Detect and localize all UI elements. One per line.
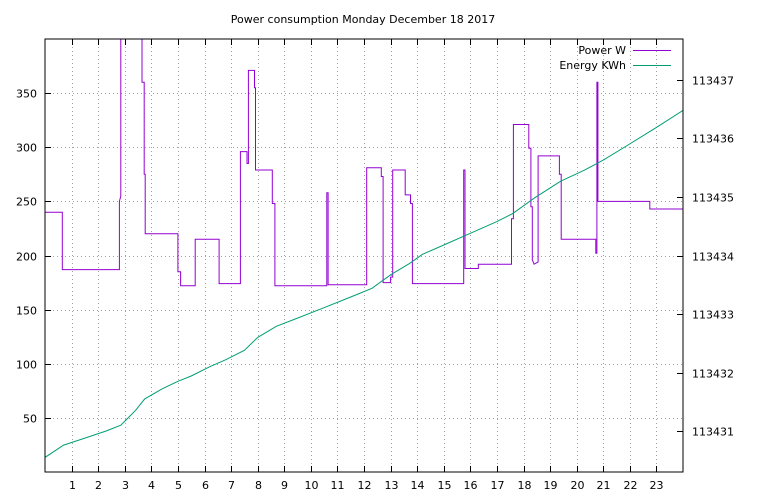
y-tick-label: 50 [23, 413, 37, 426]
x-tick-label: 6 [202, 479, 209, 492]
chart-title: Power consumption Monday December 18 201… [231, 13, 495, 26]
axis-ticks: 1 2 3 4 5 6 7 8 9 10 11 12 13 14 15 16 17 18 19 20 21 22 23501… [16, 39, 734, 492]
legend-label: Energy KWh [559, 59, 626, 72]
y-tick-label: 150 [16, 305, 37, 318]
x-tick-label: 15 [438, 479, 452, 492]
y-tick-label: 350 [16, 88, 37, 101]
x-tick-label: 16 [464, 479, 478, 492]
y2-tick-label: 113433 [692, 309, 734, 322]
series-line-power [45, 39, 683, 287]
x-tick-label: 5 [175, 479, 182, 492]
y-tick-label: 300 [16, 142, 37, 155]
x-tick-label: 7 [228, 479, 235, 492]
grid-lines [45, 39, 683, 472]
y-tick-label: 250 [16, 196, 37, 209]
y2-tick-label: 113431 [692, 426, 734, 439]
x-tick-label: 22 [624, 479, 638, 492]
x-tick-label: 10 [305, 479, 319, 492]
series-line-energy [45, 109, 683, 458]
series-lines [45, 39, 683, 458]
x-tick-label: 11 [331, 479, 345, 492]
x-tick-label: 4 [148, 479, 155, 492]
x-tick-label: 18 [518, 479, 532, 492]
y-tick-label: 100 [16, 359, 37, 372]
x-tick-label: 20 [571, 479, 585, 492]
x-tick-label: 17 [491, 479, 505, 492]
y-tick-label: 200 [16, 251, 37, 264]
x-tick-label: 1 [69, 479, 76, 492]
x-tick-label: 9 [281, 479, 288, 492]
y2-tick-label: 113435 [692, 192, 734, 205]
x-tick-label: 23 [650, 479, 664, 492]
x-tick-label: 21 [597, 479, 611, 492]
legend-label: Power W [578, 44, 626, 57]
x-tick-label: 19 [544, 479, 558, 492]
x-tick-label: 2 [95, 479, 102, 492]
y2-tick-label: 113436 [692, 133, 734, 146]
x-tick-label: 8 [255, 479, 262, 492]
x-tick-label: 3 [122, 479, 129, 492]
x-tick-label: 13 [385, 479, 399, 492]
x-tick-label: 14 [411, 479, 425, 492]
legend: Power W Energy KWh [559, 44, 671, 72]
y2-tick-label: 113432 [692, 368, 734, 381]
x-tick-label: 12 [358, 479, 372, 492]
y2-tick-label: 113434 [692, 251, 734, 264]
y2-tick-label: 113437 [692, 75, 734, 88]
